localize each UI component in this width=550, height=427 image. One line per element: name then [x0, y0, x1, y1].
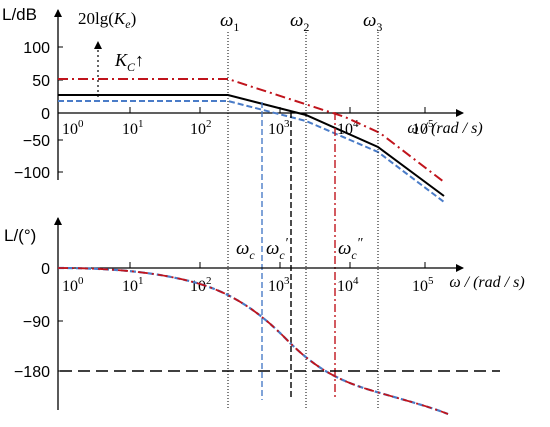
phase-decade-label: 103 [268, 275, 290, 295]
mag-tick-label: −100 [14, 165, 50, 182]
mag-decade-label: 101 [122, 118, 144, 138]
omega-c-label: ωc [236, 238, 255, 262]
phase-curve-red [57, 267, 449, 415]
mag-tick-label: −50 [23, 133, 50, 150]
mag-freq-axis-label: ω / (rad / s) [407, 120, 482, 137]
phase-decade-labels: 100 101 102 103 104 105 [62, 275, 434, 295]
phase-decade-label: 101 [122, 275, 144, 295]
mag-decade-label: 103 [268, 118, 290, 138]
omega-2-label: ω2 [290, 10, 309, 34]
mag-decade-label: 102 [190, 118, 212, 138]
phase-tick-labels: 0 −90 −180 [14, 261, 50, 381]
phase-tick-label: −180 [14, 364, 50, 381]
mag-axis-label: L/dB [2, 5, 37, 24]
phase-freq-axis-label: ω / (rad / s) [449, 274, 524, 291]
mag-decade-label: 105 [412, 118, 434, 138]
omega-c-dprime-label: ωc″ [338, 236, 363, 262]
phase-decade-label: 104 [337, 275, 359, 295]
phase-tick-label: −90 [23, 314, 50, 331]
gain-label: 20lg(Ke) [78, 9, 136, 31]
phase-decade-label: 105 [412, 275, 434, 295]
phase-decade-label: 100 [62, 275, 84, 295]
omega-c-prime-label: ωc′ [266, 236, 289, 262]
mag-curve-blue [58, 100, 445, 203]
phase-curve-blue [57, 266, 449, 416]
phase-axis-label: L/(°) [4, 226, 36, 245]
guide-lines [227, 32, 379, 408]
mag-tick-label: 0 [41, 106, 50, 123]
phase-ticks [58, 262, 426, 372]
mag-curve-black [58, 94, 445, 197]
omega-1-label: ω1 [220, 10, 239, 34]
omega-3-label: ω3 [363, 10, 382, 34]
magnitude-plot: L/dB 100 50 0 −50 −100 100 101 102 103 1… [2, 5, 483, 203]
phase-plot: L/(°) 0 −90 −180 100 101 102 103 104 105… [4, 217, 525, 416]
mag-tick-label: 100 [23, 40, 50, 57]
mag-decade-label: 100 [62, 118, 84, 138]
mag-tick-labels: 100 50 0 −50 −100 [14, 40, 50, 182]
kc-label: KC↑ [114, 50, 144, 74]
mag-ticks [58, 46, 426, 173]
mag-tick-label: 50 [32, 73, 50, 90]
phase-tick-label: 0 [41, 261, 50, 278]
mag-decade-labels: 100 101 102 103 104 105 [62, 118, 434, 138]
